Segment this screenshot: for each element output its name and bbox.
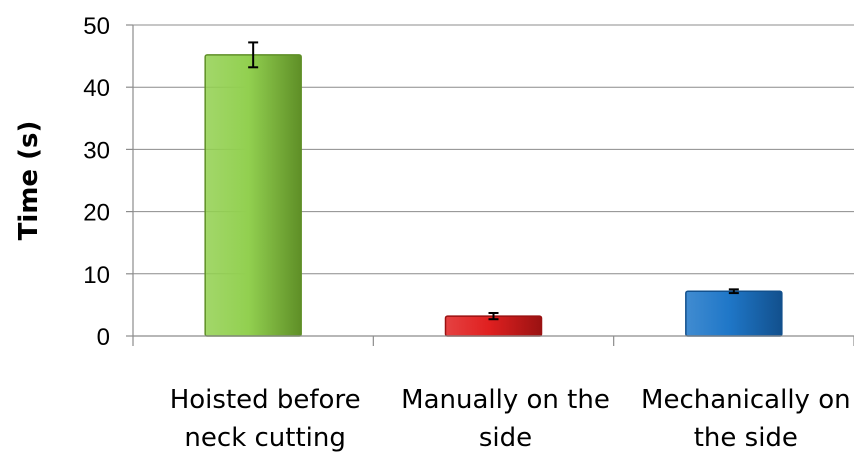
error-bars	[248, 41, 739, 321]
bars	[204, 54, 783, 337]
error-bar	[728, 288, 739, 295]
y-tick-label: 10	[83, 262, 110, 289]
x-tick-label: Mechanically on the side	[641, 385, 851, 453]
y-tick-label: 50	[83, 13, 110, 40]
y-tick-label: 0	[97, 324, 110, 351]
error-bar	[488, 311, 499, 321]
error-bar	[248, 41, 259, 69]
y-tick-label: 40	[83, 75, 110, 102]
y-axis: 0 10 20 30 40 50	[83, 13, 134, 351]
y-tick-label: 30	[83, 137, 110, 164]
x-tick-label: Hoisted before neck cutting	[170, 385, 361, 453]
x-tick-label: Manually on the side	[401, 385, 610, 453]
x-axis: Hoisted before neck cutting Manually on th…	[132, 335, 854, 453]
y-axis-label: Time (s)	[14, 121, 44, 241]
bar	[685, 290, 783, 337]
bar	[204, 54, 302, 337]
y-tick-label: 20	[83, 200, 110, 227]
